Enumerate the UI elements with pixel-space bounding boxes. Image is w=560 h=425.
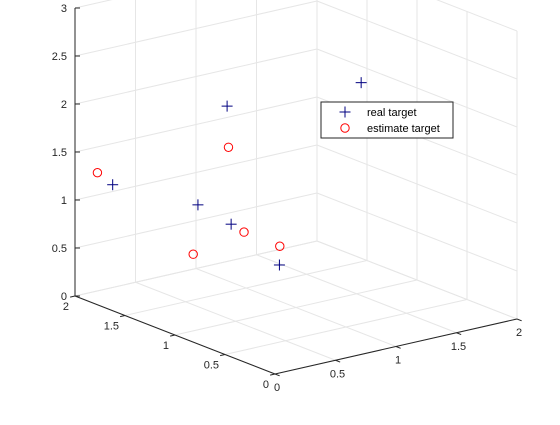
z-tick-label: 2.5 [52,51,67,63]
back-wall-grid-line-z [74,0,318,57]
estimate-target-point [275,241,285,251]
x-tick-label: 1.5 [451,341,466,353]
side-wall-grid-line-z [316,0,518,80]
tick-marks [70,7,522,377]
real-target-point [221,100,233,112]
y-tick-mark [220,354,226,357]
x-tick-mark [395,346,401,349]
legend-label: real target [367,107,417,119]
y-tick-label: 0 [263,379,269,391]
x-tick-label: 0 [274,382,280,394]
floor-grid-line-y [174,279,418,336]
real-target-point [355,77,367,89]
back-wall-grid-line-z [74,192,318,249]
x-tick-label: 1 [395,355,401,367]
side-wall-grid-line-z [316,240,518,320]
y-tick-label: 2 [63,301,69,313]
estimate-target-point [223,142,234,152]
y-tick-mark [70,295,76,298]
y-tick-label: 1 [163,340,169,352]
estimate-target-point [239,227,249,237]
z-tick-label: 1.5 [52,147,67,159]
z-tick-label: 0 [61,291,67,303]
y-tick-label: 0.5 [204,360,219,372]
side-wall-grid-line-z [436,0,518,32]
side-wall-grid-line-z [316,144,518,224]
back-wall-grid-line-z [74,96,318,153]
legend-box [320,101,454,139]
real-target-point [273,259,285,271]
floor-grid-line-y [124,260,368,316]
z-tick-label: 3 [61,3,67,15]
axis-panes [75,0,517,374]
x-tick-mark [274,373,280,377]
z-tick-label: 1 [61,195,67,207]
back-wall-grid-line-z [74,144,318,201]
x-tick-mark [516,318,522,322]
estimate-target-point [92,167,103,178]
x-tick-mark [335,359,341,363]
side-wall-grid-line-z [316,48,518,128]
y-tick-mark [120,315,126,318]
legend-circle-marker [340,123,350,133]
estimate-target-point [188,249,198,259]
legend-label: estimate target [367,123,440,135]
z-tick-label: 0.5 [52,243,67,255]
y-tick-label: 1.5 [104,321,119,333]
real-target-point [225,218,237,230]
y-tick-mark [270,373,276,376]
real-target-point [192,199,204,211]
z-tick-label: 2 [61,99,67,111]
x-tick-label: 0.5 [330,368,345,380]
data-marks [92,77,367,271]
back-wall-grid-line-z [74,240,318,297]
floor-grid-line-y [224,299,468,355]
x-tick-mark [456,332,462,336]
y-tick-mark [170,334,176,337]
legend-plus-marker [339,106,351,118]
x-tick-label: 2 [516,327,522,339]
real-target-point [107,179,119,191]
legend: real target estimate target [320,101,454,139]
side-wall-grid-line-z [316,192,518,272]
back-wall-grid-line-z [74,48,318,105]
